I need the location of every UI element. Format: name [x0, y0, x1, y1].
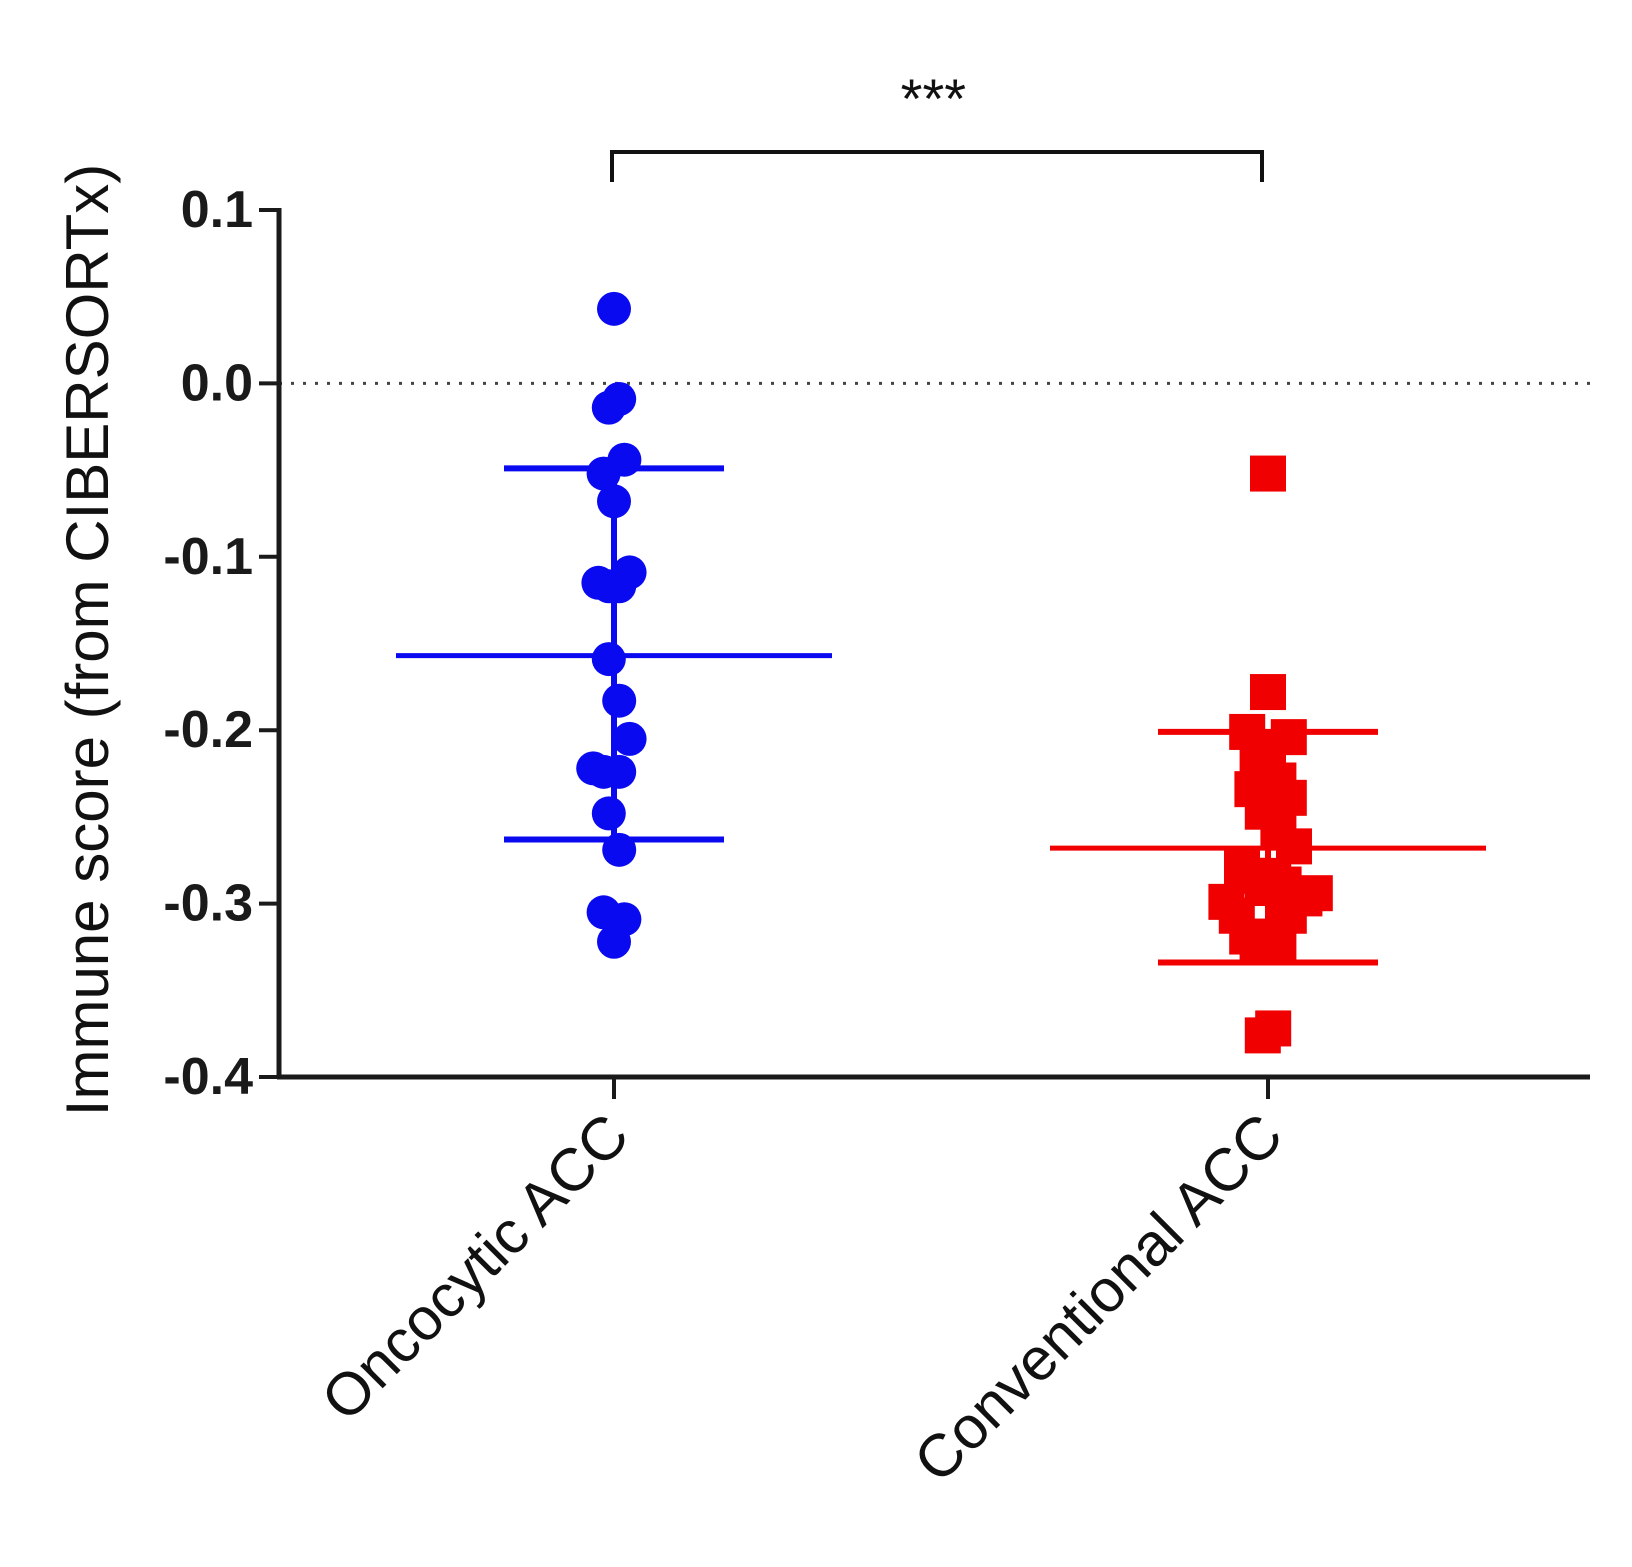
data-point-circle — [597, 484, 631, 519]
y-tick-label: -0.3 — [163, 875, 253, 933]
x-category-label: Conventional ACC — [901, 1101, 1295, 1495]
data-point-square — [1270, 719, 1307, 756]
significance-bracket: *** — [610, 67, 1264, 182]
y-axis-label: Immune score (from CIBERSORTx) — [54, 164, 121, 1116]
y-tick-label: 0.1 — [181, 181, 253, 239]
y-tick-label: -0.1 — [163, 528, 253, 586]
data-point-circle — [591, 796, 626, 831]
data-point-circle — [597, 291, 631, 326]
data-point-circle — [602, 382, 637, 417]
data-point-circle — [602, 754, 637, 789]
data-point-circle — [607, 442, 642, 477]
y-tick-label: -0.4 — [163, 1048, 253, 1106]
data-point-circle — [612, 721, 647, 756]
significance-label: *** — [898, 67, 966, 130]
axes: 0.1 0.0 -0.1 -0.2 -0.3 -0.4 Oncocytic ACC Conve… — [163, 181, 1590, 1495]
data-point-square — [1250, 674, 1286, 711]
x-category-label: Oncocytic ACC — [309, 1101, 642, 1434]
data-point-square — [1255, 1010, 1292, 1047]
y-tick-label: 0.0 — [181, 354, 253, 412]
data-point-square — [1260, 925, 1297, 962]
data-point-circle — [591, 642, 626, 677]
significance-bracket-line — [610, 150, 1264, 182]
data-point-circle — [597, 924, 631, 959]
data-points — [576, 291, 1333, 1054]
data-point-circle — [602, 832, 637, 867]
data-point-circle — [612, 555, 647, 590]
y-tick-label: -0.2 — [163, 701, 253, 759]
data-point-square — [1250, 455, 1286, 492]
data-point-circle — [602, 683, 637, 718]
